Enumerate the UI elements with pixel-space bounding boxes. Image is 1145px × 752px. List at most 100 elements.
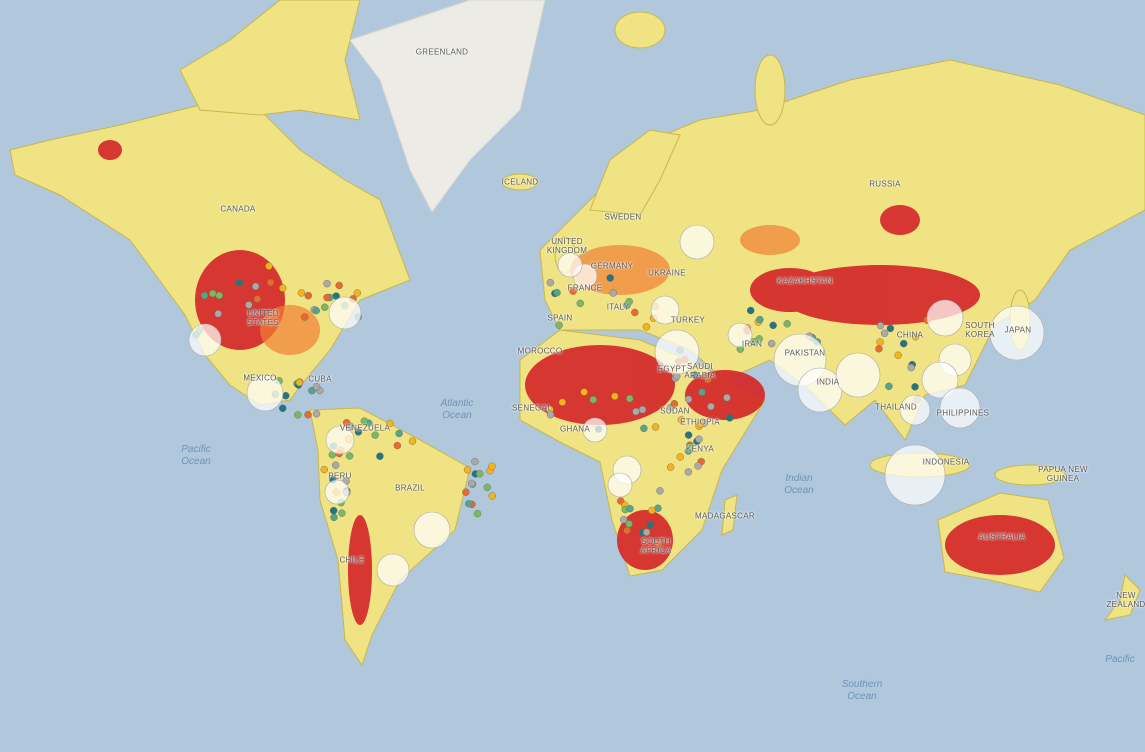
city-dot[interactable] (576, 299, 584, 308)
city-bubble[interactable] (324, 479, 350, 505)
city-dot[interactable] (569, 287, 577, 295)
city-dot[interactable] (655, 539, 663, 548)
city-dot[interactable] (677, 416, 686, 424)
city-dot[interactable] (746, 306, 755, 315)
city-dot[interactable] (694, 462, 702, 470)
city-dot[interactable] (755, 335, 763, 343)
city-dot[interactable] (245, 301, 253, 309)
city-dot[interactable] (408, 437, 417, 445)
city-dot[interactable] (558, 398, 567, 406)
city-dot[interactable] (768, 339, 776, 348)
city-dot[interactable] (279, 284, 287, 292)
city-dot[interactable] (360, 417, 369, 425)
city-dot[interactable] (329, 506, 338, 515)
city-dot[interactable] (476, 470, 484, 478)
city-dot[interactable] (651, 423, 660, 431)
city-dot[interactable] (215, 291, 223, 300)
city-dot[interactable] (695, 435, 703, 443)
city-bubble[interactable] (188, 323, 222, 357)
city-dot[interactable] (354, 428, 363, 436)
city-dot[interactable] (386, 419, 394, 428)
city-dot[interactable] (723, 393, 731, 402)
city-dot[interactable] (626, 394, 634, 403)
city-dot[interactable] (632, 407, 640, 416)
city-dot[interactable] (648, 506, 656, 515)
city-dot[interactable] (899, 339, 908, 348)
city-dot[interactable] (691, 371, 699, 379)
city-dot[interactable] (646, 521, 655, 529)
city-bubble[interactable] (797, 367, 843, 413)
city-dot[interactable] (463, 466, 472, 474)
city-dot[interactable] (295, 378, 304, 387)
madagascar[interactable] (721, 494, 738, 536)
city-bubble[interactable] (654, 329, 700, 375)
svalbard[interactable] (614, 11, 666, 49)
city-dot[interactable] (609, 289, 617, 297)
city-dot[interactable] (312, 383, 321, 391)
city-dot[interactable] (465, 500, 473, 508)
city-bubble[interactable] (727, 322, 753, 348)
city-dot[interactable] (907, 363, 915, 372)
iceland[interactable] (501, 173, 539, 191)
city-bubble[interactable] (884, 444, 946, 506)
city-dot[interactable] (331, 461, 340, 469)
city-bubble[interactable] (939, 387, 981, 429)
city-dot[interactable] (200, 291, 209, 300)
city-dot[interactable] (876, 338, 884, 346)
city-dot[interactable] (312, 306, 320, 315)
city-dot[interactable] (488, 492, 496, 500)
city-dot[interactable] (338, 509, 346, 517)
city-dot[interactable] (666, 463, 675, 471)
city-bubble[interactable] (921, 361, 959, 399)
city-dot[interactable] (642, 528, 651, 536)
city-dot[interactable] (214, 310, 222, 318)
new-zealand[interactable] (1103, 573, 1141, 621)
city-dot[interactable] (208, 289, 217, 298)
city-bubble[interactable] (376, 553, 410, 587)
city-bubble[interactable] (679, 224, 715, 260)
city-dot[interactable] (676, 453, 684, 461)
new-guinea[interactable] (994, 464, 1066, 486)
city-dot[interactable] (376, 452, 384, 460)
city-dot[interactable] (546, 278, 555, 287)
north-america[interactable] (9, 104, 411, 406)
city-dot[interactable] (371, 431, 379, 439)
city-dot[interactable] (620, 515, 628, 524)
city-dot[interactable] (304, 291, 312, 300)
city-dot[interactable] (698, 388, 706, 396)
city-dot[interactable] (265, 262, 273, 270)
city-dot[interactable] (395, 429, 403, 438)
city-dot[interactable] (707, 402, 715, 411)
city-bubble[interactable] (899, 394, 931, 426)
city-bubble[interactable] (926, 299, 964, 337)
city-dot[interactable] (606, 274, 614, 282)
city-dot[interactable] (589, 396, 597, 404)
city-dot[interactable] (553, 288, 561, 297)
city-dot[interactable] (885, 382, 893, 390)
city-dot[interactable] (323, 279, 331, 288)
city-dot[interactable] (670, 400, 679, 408)
scandinavia[interactable] (589, 129, 681, 216)
city-dot[interactable] (471, 457, 479, 466)
city-dot[interactable] (467, 479, 476, 488)
city-dot[interactable] (580, 388, 588, 396)
city-dot[interactable] (323, 293, 331, 302)
city-dot[interactable] (462, 488, 470, 496)
city-dot[interactable] (686, 442, 694, 451)
city-dot[interactable] (894, 351, 902, 359)
city-bubble[interactable] (650, 295, 680, 325)
city-dot[interactable] (342, 419, 351, 427)
city-dot[interactable] (725, 414, 734, 422)
city-dot[interactable] (304, 411, 312, 419)
city-dot[interactable] (297, 289, 306, 297)
city-dot[interactable] (656, 487, 664, 495)
city-dot[interactable] (345, 452, 354, 460)
city-dot[interactable] (911, 333, 920, 341)
city-dot[interactable] (875, 345, 883, 353)
city-dot[interactable] (282, 392, 290, 400)
city-dot[interactable] (631, 308, 639, 317)
arctic-islands[interactable] (179, 0, 361, 121)
greenland[interactable] (349, 0, 546, 213)
city-dot[interactable] (353, 289, 362, 297)
